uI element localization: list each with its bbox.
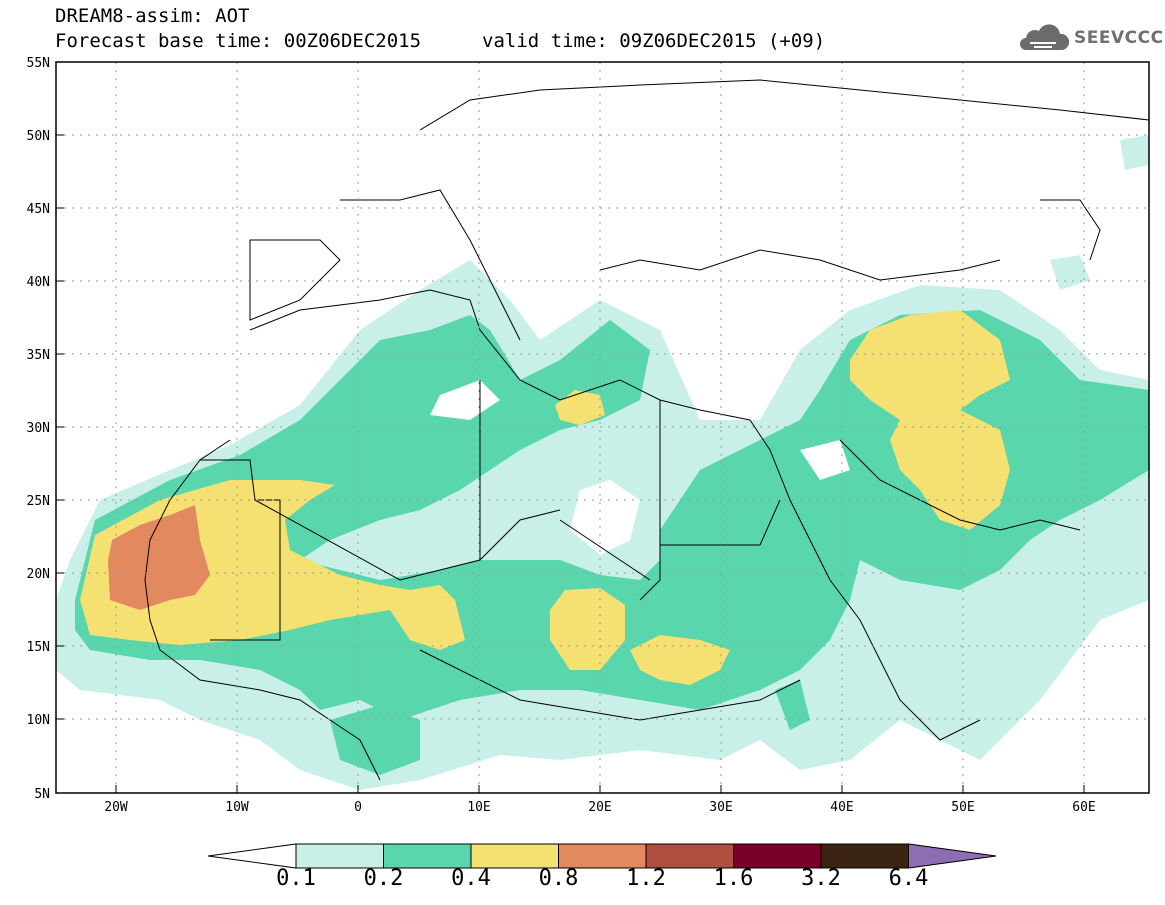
- colorbar-label: 6.4: [888, 866, 929, 891]
- lon-label: 10E: [467, 800, 490, 815]
- aot-below-0.1: [430, 380, 850, 555]
- colorbar-swatch: [383, 843, 472, 869]
- colorbar-label: 3.2: [801, 866, 841, 891]
- colorbar-label: 0.8: [538, 866, 579, 891]
- lat-label: 5N: [34, 787, 50, 802]
- lat-label: 10N: [27, 713, 50, 728]
- colorbar: [207, 843, 997, 869]
- colorbar-swatch: [820, 843, 909, 869]
- map-title: DREAM8-assim: AOT: [55, 5, 250, 27]
- lat-label: 40N: [27, 275, 50, 290]
- colorbar-swatch: [733, 843, 822, 869]
- lon-label: 40E: [830, 800, 853, 815]
- latitude-labels: 55N 50N 45N 40N 35N 30N 25N 20N 15N 10N …: [27, 56, 50, 802]
- colorbar-under-arrow: [207, 843, 297, 869]
- cloud-icon: [1020, 24, 1070, 50]
- grid-lines: [56, 62, 1149, 793]
- lat-label: 15N: [27, 640, 50, 655]
- lon-label: 20W: [104, 800, 128, 815]
- colorbar-label: 0.2: [363, 866, 404, 891]
- colorbar-swatch: [295, 843, 384, 869]
- colorbar-swatch: [645, 843, 734, 869]
- colorbar-label: 0.1: [276, 866, 316, 891]
- colorbar-swatch: [558, 843, 647, 869]
- axis-ticks: [56, 61, 1085, 794]
- colorbar-over-arrow: [908, 843, 997, 869]
- valid-time: valid time: 09Z06DEC2015 (+09): [482, 30, 826, 52]
- lon-label: 50E: [951, 800, 974, 815]
- seevccc-logo: SEEVCCC: [1016, 24, 1163, 54]
- lat-label: 35N: [27, 348, 50, 363]
- lon-label: 0: [354, 800, 362, 815]
- forecast-base-time: Forecast base time: 00Z06DEC2015: [55, 30, 422, 52]
- colorbar-label: 1.2: [626, 866, 666, 891]
- colorbar-label: 1.6: [713, 866, 754, 891]
- longitude-labels: 20W 10W 0 10E 20E 30E 40E 50E 60E: [104, 800, 1095, 815]
- lat-label: 30N: [27, 421, 50, 436]
- lon-label: 10W: [225, 800, 249, 815]
- colorbar-swatch: [470, 843, 559, 869]
- logo-text: SEEVCCC: [1074, 28, 1164, 48]
- lon-label: 30E: [709, 800, 732, 815]
- lat-label: 20N: [27, 567, 50, 582]
- aot-field: [56, 135, 1149, 790]
- colorbar-label: 0.4: [451, 866, 491, 891]
- lat-label: 45N: [27, 202, 50, 217]
- lat-label: 25N: [27, 494, 50, 509]
- lon-label: 60E: [1072, 800, 1095, 815]
- lon-label: 20E: [588, 800, 611, 815]
- aot-band-0.8-1.2: [108, 505, 210, 610]
- lat-label: 50N: [27, 129, 50, 144]
- lat-label: 55N: [27, 56, 50, 71]
